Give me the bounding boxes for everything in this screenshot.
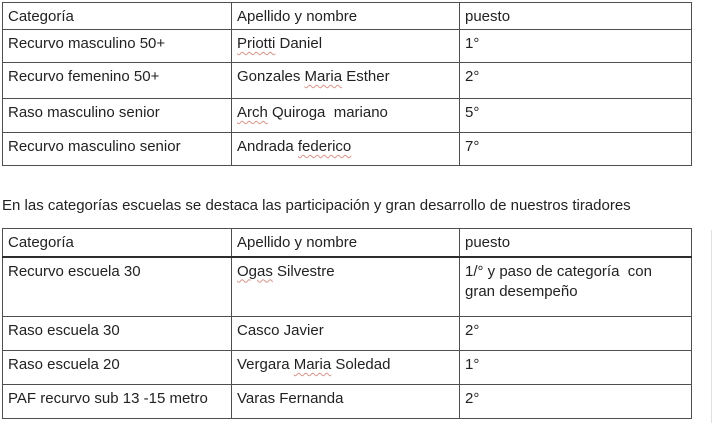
cell-text: Recurvo escuela 30 — [8, 262, 141, 280]
table-cell: Ogas Silvestre — [231, 256, 460, 317]
table-cell: Vergara Maria Soledad — [231, 350, 460, 385]
column-header: Apellido y nombre — [231, 228, 460, 258]
table-cell: Recurvo escuela 30 — [2, 256, 232, 317]
table-cell: Raso escuela 30 — [2, 316, 232, 351]
column-header: puesto — [459, 228, 692, 258]
misspelled-word: Arch — [237, 104, 268, 121]
table-cell: Priotti Daniel — [231, 29, 460, 63]
cell-text: Vergara — [237, 356, 294, 373]
cell-text: Raso masculino senior — [8, 104, 160, 121]
table-cell: Arch Quiroga mariano — [231, 98, 460, 133]
table-row: PAF recurvo sub 13 -15 metro Varas Fernan… — [2, 384, 692, 419]
table-cell: 2° — [459, 316, 692, 351]
table-row: Recurvo escuela 30 Ogas Silvestre 1/° y pa… — [2, 256, 692, 317]
misspelled-word: Ogas — [237, 262, 273, 280]
table-cell: Andrada federico — [231, 132, 460, 166]
misspelled-word: Maria — [293, 356, 332, 373]
cell-text: Andrada — [237, 138, 298, 155]
table-row: Raso escuela 20 Vergara Maria Soledad 1° — [2, 350, 692, 385]
cell-text: Silvestre — [272, 262, 335, 280]
table-row: Raso escuela 30 Casco Javier 2° — [2, 316, 692, 351]
cell-text: Recurvo masculino 50+ — [8, 35, 166, 52]
cell-text: Quiroga mariano — [267, 104, 388, 121]
table-header-row: Categoría Apellido y nombre puesto — [2, 228, 692, 258]
table-cell: 7° — [459, 132, 692, 166]
table-row: Recurvo femenino 50+ Gonzales Maria Esthe… — [2, 62, 692, 99]
results-table-schools: Categoría Apellido y nombre puesto Recurvo … — [2, 228, 692, 419]
cell-text: Raso escuela 30 — [8, 322, 120, 339]
cell-text: Varas Fernanda — [237, 390, 344, 407]
cell-text: Casco Javier — [237, 322, 324, 339]
column-header: puesto — [459, 2, 692, 30]
table-row: Raso masculino senior Arch Quiroga marian… — [2, 98, 692, 133]
table-cell: Casco Javier — [231, 316, 460, 351]
column-header: Categoría — [2, 2, 232, 30]
cell-text: PAF recurvo sub 13 -15 metro — [8, 390, 208, 407]
cell-text: 1/° y paso de categoría con — [465, 262, 652, 280]
column-header: Categoría — [2, 228, 232, 258]
cell-text: Daniel — [275, 35, 323, 52]
column-header: Apellido y nombre — [231, 2, 460, 30]
table-cell: 2° — [459, 62, 692, 99]
intro-paragraph: En las categorías escuelas se destaca la… — [2, 197, 631, 214]
table-cell: Recurvo femenino 50+ — [2, 62, 232, 99]
table-cell: 2° — [459, 384, 692, 419]
table-cell: 1° — [459, 350, 692, 385]
cell-text: Recurvo femenino 50+ — [8, 68, 160, 85]
misspelled-word: Maria — [304, 68, 343, 85]
cell-text: Raso escuela 20 — [8, 356, 120, 373]
table-cell: Recurvo masculino senior — [2, 132, 232, 166]
cell-text: 1° — [465, 35, 480, 52]
table-cell: Varas Fernanda — [231, 384, 460, 419]
cell-text: Esther — [342, 68, 390, 85]
cell-text: 2° — [465, 68, 480, 85]
table-cell: Raso escuela 20 — [2, 350, 232, 385]
cell-text: Soledad — [331, 356, 391, 373]
table-header-row: Categoría Apellido y nombre puesto — [2, 2, 692, 30]
cell-text: 1° — [465, 356, 480, 373]
cell-text: gran desempeño — [465, 282, 578, 300]
cell-text: 7° — [465, 138, 480, 155]
cell-text: Gonzales — [237, 68, 305, 85]
table-cell: Gonzales Maria Esther — [231, 62, 460, 99]
table-cell: 5° — [459, 98, 692, 133]
cell-text: 2° — [465, 322, 480, 339]
cell-text: 5° — [465, 104, 480, 121]
cell-text: 2° — [465, 390, 480, 407]
misspelled-word: Priotti — [237, 35, 276, 52]
misspelled-word: federico — [297, 138, 352, 155]
results-table-adults: Categoría Apellido y nombre puesto Recurvo … — [2, 2, 692, 166]
table-cell: Recurvo masculino 50+ — [2, 29, 232, 63]
table-row: Recurvo masculino senior Andrada federico… — [2, 132, 692, 166]
cell-text: Recurvo masculino senior — [8, 138, 181, 155]
page-edge-line — [711, 230, 712, 423]
table-cell: 1° — [459, 29, 692, 63]
table-cell: Raso masculino senior — [2, 98, 232, 133]
table-cell: 1/° y paso de categoría con gran desempeñ… — [459, 256, 692, 317]
table-cell: PAF recurvo sub 13 -15 metro — [2, 384, 232, 419]
table-row: Recurvo masculino 50+ Priotti Daniel 1° — [2, 29, 692, 63]
